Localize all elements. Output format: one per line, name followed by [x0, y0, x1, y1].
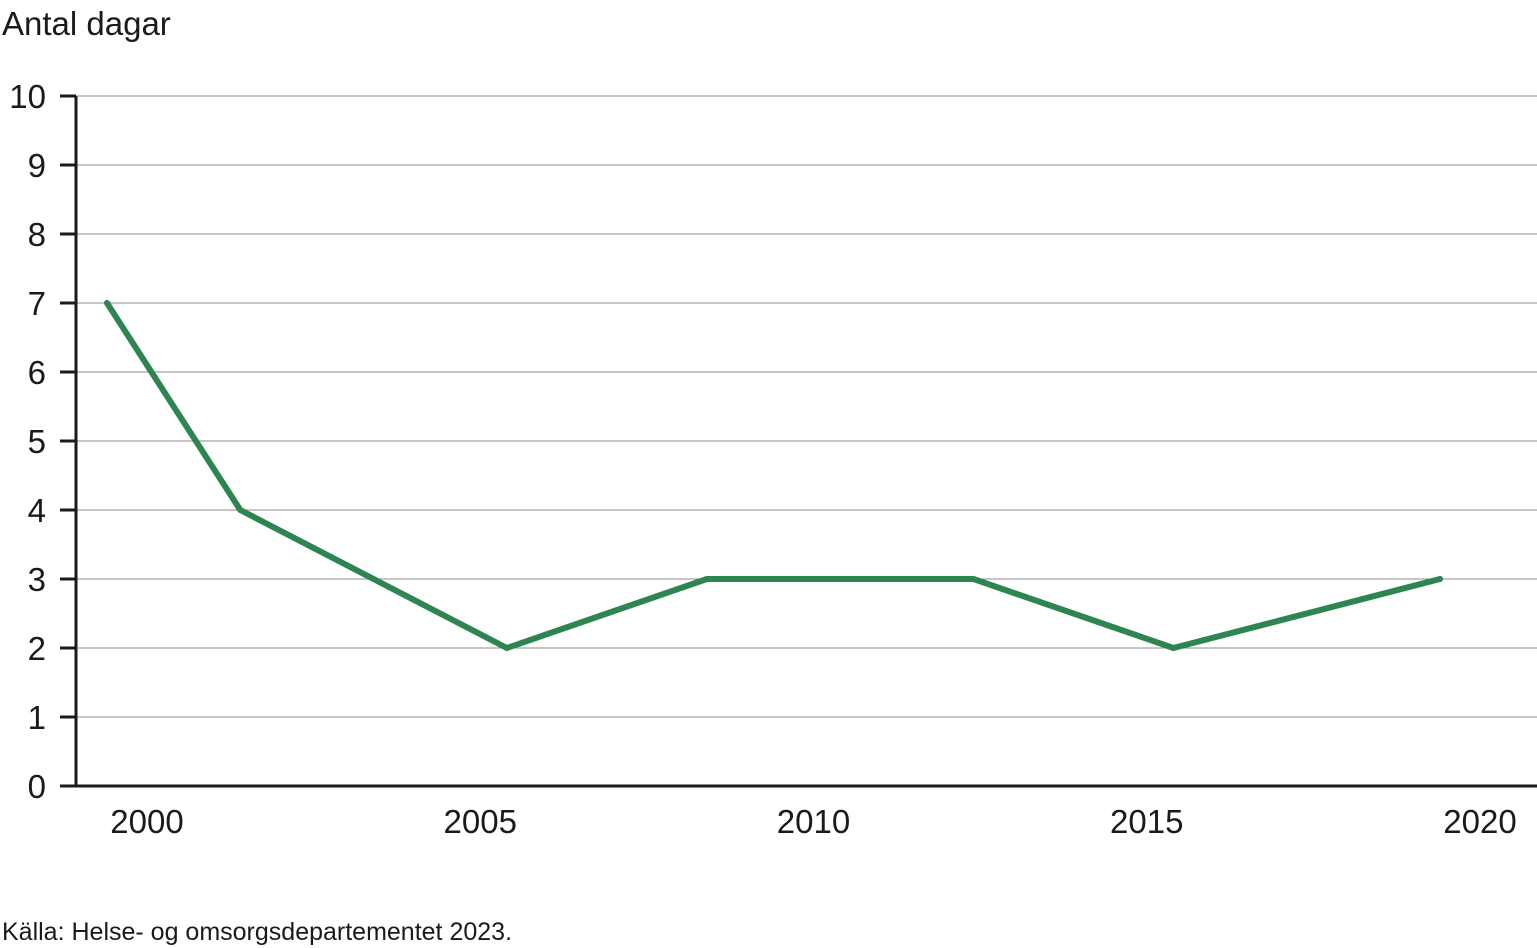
y-axis-ticks: 0 1 2 3 4 5 6 7 8 9 10 [9, 78, 76, 805]
y-tick-label-1: 1 [28, 699, 46, 736]
x-tick-label-2010: 2010 [777, 803, 850, 840]
y-tick-label-8: 8 [28, 216, 46, 253]
series-line-0 [104, 300, 1443, 651]
data-point-0-1 [237, 507, 244, 513]
gridlines [76, 95, 1537, 718]
x-tick-label-2005: 2005 [444, 803, 517, 840]
series-layer [104, 300, 1443, 651]
y-tick-label-4: 4 [28, 492, 46, 529]
x-tick-label-2020: 2020 [1443, 803, 1516, 840]
y-tick-label-10: 10 [9, 78, 46, 115]
data-point-0-5 [1170, 645, 1177, 651]
data-point-0-4 [970, 576, 977, 582]
data-point-0-6 [1437, 576, 1443, 582]
x-axis-ticks: 2000 2005 2010 2015 2020 [110, 803, 1516, 840]
data-point-0-3 [703, 576, 710, 582]
y-tick-label-6: 6 [28, 354, 46, 391]
y-tick-label-9: 9 [28, 147, 46, 184]
data-point-0-2 [503, 645, 510, 651]
data-point-0-0 [104, 300, 110, 306]
y-tick-label-3: 3 [28, 561, 46, 598]
y-tick-label-0: 0 [28, 768, 46, 805]
x-tick-label-2000: 2000 [110, 803, 183, 840]
x-tick-label-2015: 2015 [1110, 803, 1183, 840]
y-tick-label-7: 7 [28, 285, 46, 322]
y-tick-label-5: 5 [28, 423, 46, 460]
y-axis-title: Antal dagar [2, 5, 171, 42]
source-note: Källa: Helse- og omsorgsdepartementet 20… [2, 918, 512, 946]
y-tick-label-2: 2 [28, 630, 46, 667]
